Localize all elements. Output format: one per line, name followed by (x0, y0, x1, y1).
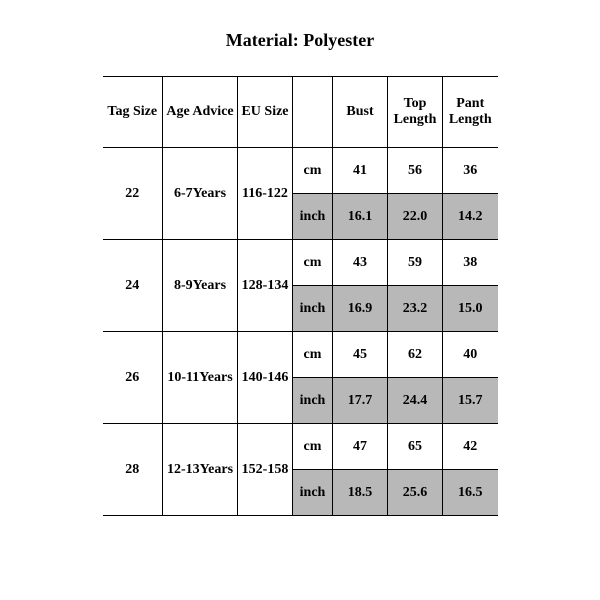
cell-tag: 28 (103, 424, 163, 516)
table-body: 22 6-7Years 116-122 cm 41 56 36 inch 16.… (103, 148, 498, 516)
cell-tag: 26 (103, 332, 163, 424)
cell-eu: 140-146 (238, 332, 293, 424)
table-row: 28 12-13Years 152-158 cm 47 65 42 (103, 424, 498, 470)
cell-top: 24.4 (388, 378, 443, 424)
cell-tag: 24 (103, 240, 163, 332)
cell-bust: 45 (333, 332, 388, 378)
cell-top: 23.2 (388, 286, 443, 332)
cell-tag: 22 (103, 148, 163, 240)
cell-pant: 16.5 (443, 470, 498, 516)
cell-eu: 152-158 (238, 424, 293, 516)
page-title: Material: Polyester (0, 0, 600, 76)
cell-pant: 15.7 (443, 378, 498, 424)
cell-bust: 18.5 (333, 470, 388, 516)
table-row: 22 6-7Years 116-122 cm 41 56 36 (103, 148, 498, 194)
size-table: Tag Size Age Advice EU Size Bust Top Len… (103, 76, 498, 516)
cell-unit-inch: inch (293, 470, 333, 516)
cell-age: 6-7Years (163, 148, 238, 240)
cell-top: 56 (388, 148, 443, 194)
cell-age: 8-9Years (163, 240, 238, 332)
cell-bust: 43 (333, 240, 388, 286)
cell-top: 22.0 (388, 194, 443, 240)
cell-unit-cm: cm (293, 332, 333, 378)
cell-unit-inch: inch (293, 194, 333, 240)
cell-bust: 17.7 (333, 378, 388, 424)
cell-eu: 116-122 (238, 148, 293, 240)
table-row: 24 8-9Years 128-134 cm 43 59 38 (103, 240, 498, 286)
header-tag: Tag Size (103, 77, 163, 148)
cell-eu: 128-134 (238, 240, 293, 332)
cell-bust: 16.9 (333, 286, 388, 332)
header-age: Age Advice (163, 77, 238, 148)
cell-bust: 16.1 (333, 194, 388, 240)
cell-top: 65 (388, 424, 443, 470)
header-bust: Bust (333, 77, 388, 148)
cell-bust: 41 (333, 148, 388, 194)
cell-unit-inch: inch (293, 286, 333, 332)
cell-unit-cm: cm (293, 148, 333, 194)
cell-pant: 14.2 (443, 194, 498, 240)
header-eu: EU Size (238, 77, 293, 148)
header-top: Top Length (388, 77, 443, 148)
cell-unit-cm: cm (293, 424, 333, 470)
header-row: Tag Size Age Advice EU Size Bust Top Len… (103, 77, 498, 148)
cell-top: 59 (388, 240, 443, 286)
cell-pant: 42 (443, 424, 498, 470)
cell-pant: 36 (443, 148, 498, 194)
cell-pant: 15.0 (443, 286, 498, 332)
cell-top: 62 (388, 332, 443, 378)
cell-pant: 40 (443, 332, 498, 378)
cell-age: 10-11Years (163, 332, 238, 424)
table-row: 26 10-11Years 140-146 cm 45 62 40 (103, 332, 498, 378)
cell-age: 12-13Years (163, 424, 238, 516)
cell-pant: 38 (443, 240, 498, 286)
cell-top: 25.6 (388, 470, 443, 516)
cell-bust: 47 (333, 424, 388, 470)
header-unit (293, 77, 333, 148)
cell-unit-cm: cm (293, 240, 333, 286)
cell-unit-inch: inch (293, 378, 333, 424)
header-pant: Pant Length (443, 77, 498, 148)
